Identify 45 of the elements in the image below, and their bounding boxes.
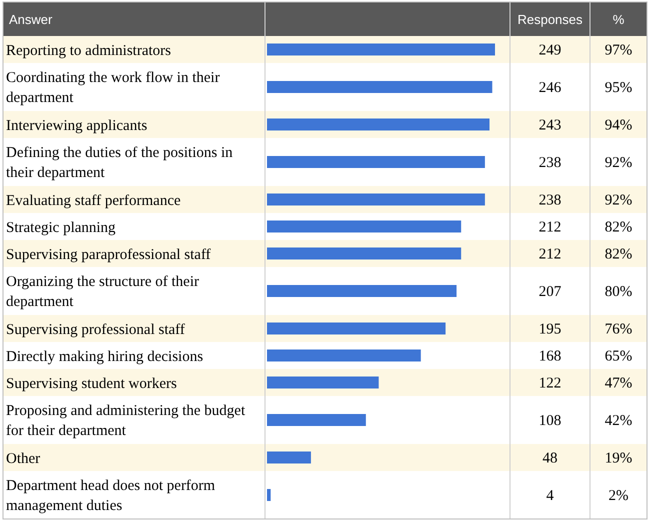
data-label: 48 <box>542 450 558 466</box>
text: 76% <box>604 322 632 338</box>
text: 19% <box>604 450 632 466</box>
y-tick-label: Supervising student workers <box>6 376 177 392</box>
data-label: 249 <box>538 42 562 58</box>
text: 47% <box>604 376 632 392</box>
data-label: 122 <box>538 376 562 392</box>
text: 92% <box>604 192 632 208</box>
data-label: 195 <box>538 322 562 338</box>
text: 80% <box>604 284 632 300</box>
data-label: 238 <box>538 192 562 208</box>
y-tick-label: Evaluating staff performance <box>6 193 181 209</box>
x-axis-title: Responses <box>517 12 584 27</box>
data-label: 4 <box>546 488 554 504</box>
y-tick-label: Interviewing applicants <box>6 118 148 134</box>
y-tick-label: Proposing and administering the budget for their department <box>6 403 246 439</box>
text: 94% <box>604 118 632 134</box>
text: 82% <box>604 246 632 262</box>
text: 65% <box>604 348 632 364</box>
text: % <box>612 12 625 27</box>
data-label: 246 <box>538 80 562 96</box>
data-label: 243 <box>538 118 562 134</box>
text: 95% <box>604 80 632 96</box>
y-tick-label: Other <box>6 451 40 467</box>
y-tick-label: Directly making hiring decisions <box>6 349 204 365</box>
y-axis-title: Answer <box>9 12 54 27</box>
y-tick-label: Supervising paraprofessional staff <box>6 247 211 263</box>
y-tick-label: Organizing the structure of their department <box>6 274 199 310</box>
y-tick-label: Defining the duties of the positions in their department <box>6 145 234 181</box>
y-tick-label: Reporting to administrators <box>6 43 172 59</box>
y-tick-label: Supervising professional staff <box>6 322 185 338</box>
y-tick-label: Strategic planning <box>6 220 116 236</box>
data-label: 207 <box>538 284 562 300</box>
text: 2% <box>608 488 628 504</box>
text: 42% <box>604 413 632 429</box>
data-label: 238 <box>538 155 562 171</box>
y-tick-label: Department head does not perform management duties <box>6 478 216 514</box>
data-label: 168 <box>538 348 562 364</box>
text: 97% <box>604 42 632 58</box>
text: 82% <box>604 220 632 236</box>
text: 92% <box>604 155 632 171</box>
data-label: 108 <box>538 413 562 429</box>
data-label: 212 <box>538 246 562 262</box>
y-tick-label: Coordinating the work flow in their department <box>6 70 220 106</box>
data-label: 212 <box>538 220 562 236</box>
